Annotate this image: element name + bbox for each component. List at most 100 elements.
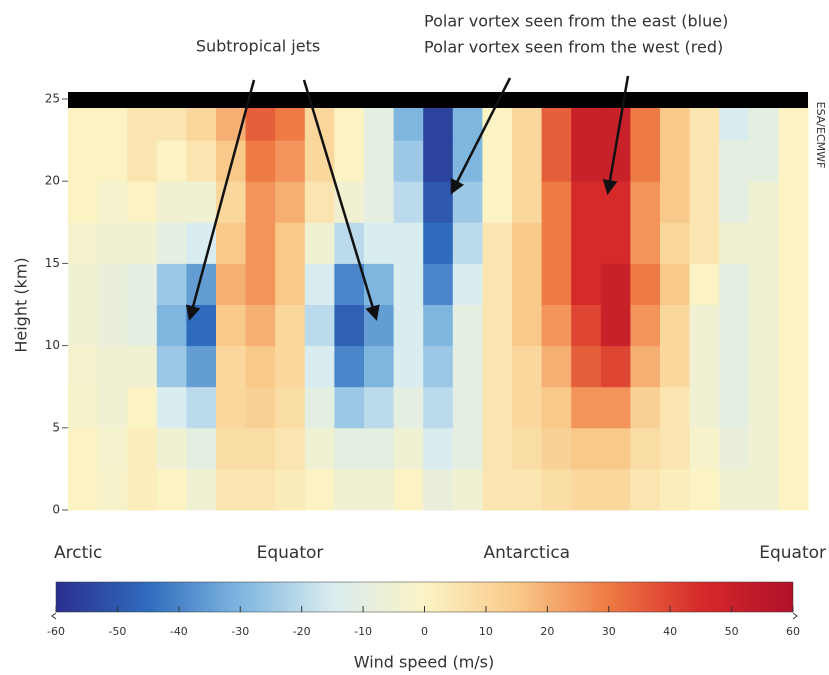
cell	[423, 427, 454, 470]
cell	[748, 304, 779, 347]
top-band	[68, 92, 808, 108]
cell	[660, 140, 691, 182]
cell	[630, 345, 661, 388]
cell	[68, 181, 99, 223]
cell	[778, 222, 809, 264]
y-axis-label: Height (km)	[12, 257, 31, 352]
cell	[334, 468, 365, 511]
cell	[600, 222, 631, 264]
cell	[541, 222, 572, 264]
cell	[68, 345, 99, 388]
cell	[541, 345, 572, 388]
cell	[571, 427, 602, 470]
cell	[304, 181, 335, 223]
cell	[275, 263, 306, 305]
cell	[68, 304, 99, 347]
cell	[275, 468, 306, 511]
y-tick-label: 10	[45, 338, 60, 352]
cell	[97, 263, 128, 305]
cell	[127, 181, 158, 223]
cell	[482, 140, 513, 182]
cell	[600, 263, 631, 305]
cell	[482, 222, 513, 264]
annotation: Polar vortex seen from the west (red)	[424, 38, 723, 57]
cell	[571, 181, 602, 223]
cell	[600, 181, 631, 223]
cell	[778, 468, 809, 511]
cell	[216, 304, 247, 347]
cell	[275, 345, 306, 388]
cell	[245, 222, 276, 264]
cell	[216, 263, 247, 305]
cell	[512, 468, 543, 511]
cell	[689, 468, 720, 511]
cell	[156, 427, 187, 470]
colorbar-tick-label: 40	[663, 625, 677, 638]
cell	[334, 263, 365, 305]
y-tick-label: 15	[45, 256, 60, 270]
cell	[571, 222, 602, 264]
cell	[660, 222, 691, 264]
cell	[304, 345, 335, 388]
cell	[571, 263, 602, 305]
cell	[127, 468, 158, 511]
colorbar-tick-label: -10	[354, 625, 372, 638]
cell	[364, 181, 395, 223]
colorbar-tick-label: -20	[293, 625, 311, 638]
cell	[186, 181, 217, 223]
cell	[97, 345, 128, 388]
cell	[156, 263, 187, 305]
cell	[452, 263, 483, 305]
cell	[68, 140, 99, 182]
annotation: Polar vortex seen from the east (blue)	[424, 12, 728, 31]
cell	[748, 345, 779, 388]
cell	[748, 140, 779, 182]
cell	[275, 386, 306, 429]
cell	[512, 140, 543, 182]
cell	[512, 181, 543, 223]
cell	[482, 427, 513, 470]
cell	[541, 263, 572, 305]
cell	[156, 386, 187, 429]
cell	[452, 181, 483, 223]
cell	[393, 304, 424, 347]
cell	[571, 140, 602, 182]
cell	[393, 140, 424, 182]
cell	[393, 222, 424, 264]
cell	[68, 222, 99, 264]
cell	[275, 181, 306, 223]
cell	[778, 140, 809, 182]
y-tick-label: 20	[45, 174, 60, 188]
cell	[600, 386, 631, 429]
cell	[452, 427, 483, 470]
cell	[719, 222, 750, 264]
colorbar-tick-label: 60	[786, 625, 800, 638]
cell	[304, 304, 335, 347]
x-tick-label: Equator	[759, 543, 826, 563]
cell	[512, 263, 543, 305]
cell	[778, 263, 809, 305]
cell	[186, 386, 217, 429]
cell	[630, 222, 661, 264]
cell	[156, 468, 187, 511]
y-tick-label: 5	[52, 420, 60, 434]
y-tick-label: 25	[45, 92, 60, 106]
cell	[97, 304, 128, 347]
cell	[97, 468, 128, 511]
cell	[512, 222, 543, 264]
annotation: Subtropical jets	[196, 37, 320, 56]
cell	[364, 468, 395, 511]
x-tick-label: Equator	[257, 543, 324, 563]
cell	[216, 345, 247, 388]
cell	[512, 386, 543, 429]
colorbar-tick-label: -50	[108, 625, 126, 638]
cell	[660, 427, 691, 470]
cell	[541, 427, 572, 470]
cell	[660, 345, 691, 388]
cell	[541, 181, 572, 223]
cell	[245, 345, 276, 388]
cell	[482, 304, 513, 347]
cell	[186, 345, 217, 388]
cell	[630, 304, 661, 347]
cell	[97, 427, 128, 470]
